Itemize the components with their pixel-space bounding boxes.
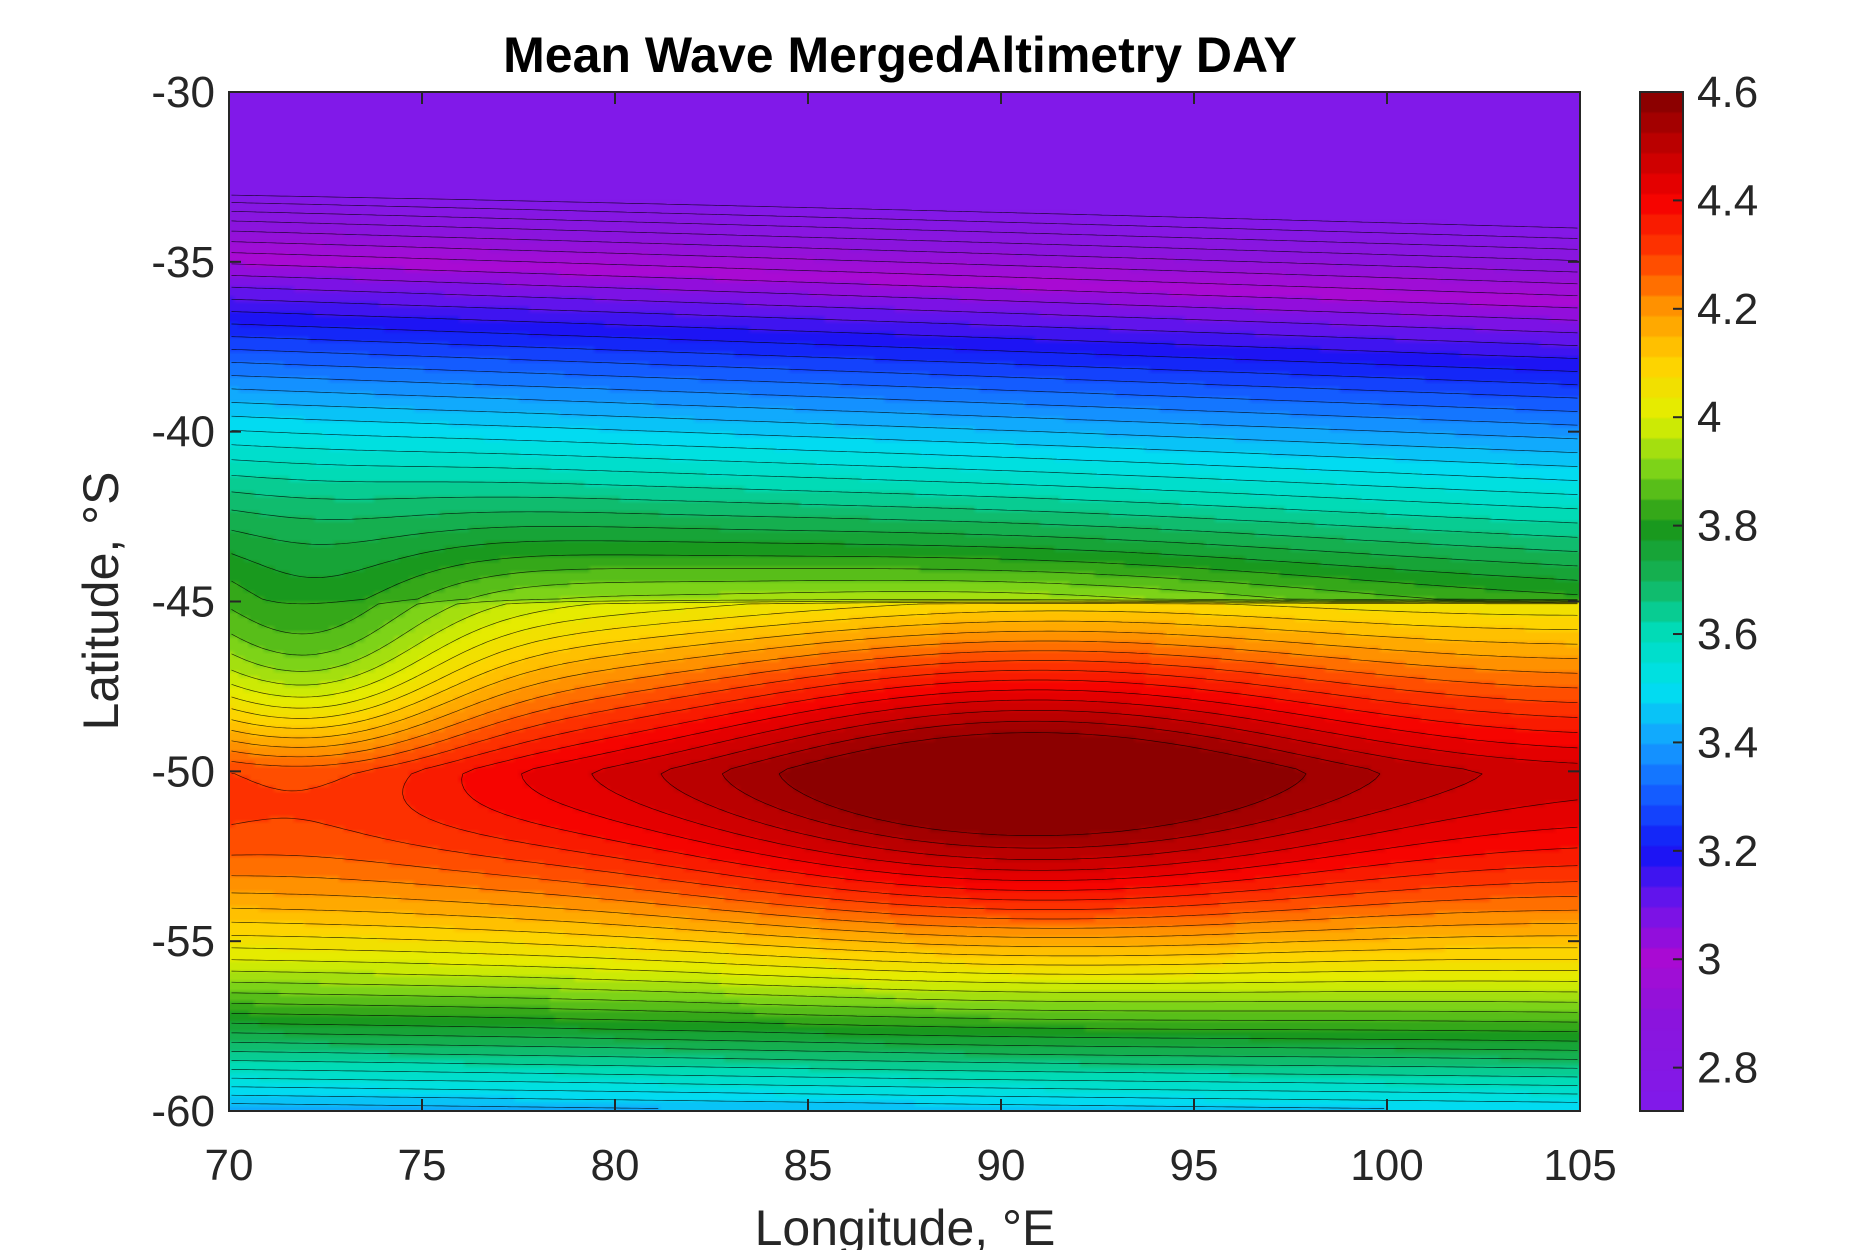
- y-tick-label: -40: [151, 408, 215, 457]
- x-tick-label: 105: [1543, 1141, 1616, 1190]
- x-axis: 70 75 80 85 90 95 100 105: [205, 92, 1617, 1190]
- colorbar-tick-label: 3: [1697, 935, 1721, 984]
- y-tick-label: -45: [151, 578, 215, 627]
- x-tick-label: 95: [1170, 1141, 1219, 1190]
- x-axis-title: Longitude, °E: [755, 1200, 1056, 1250]
- x-tick-label: 70: [205, 1141, 254, 1190]
- colorbar-tick-label: 3.2: [1697, 827, 1758, 876]
- x-tick-label: 100: [1350, 1141, 1423, 1190]
- y-tick-label: -35: [151, 238, 215, 287]
- plot-area: [229, 92, 1580, 1111]
- contour-line-set: [231, 194, 1578, 1109]
- colorbar: 2.8 3 3.2 3.4 3.6 3.8 4 4.2 4.4 4.6: [1639, 68, 1758, 1112]
- y-tick-label: -30: [151, 68, 215, 117]
- colorbar-frame: [1639, 91, 1684, 1112]
- y-tick-label: -50: [151, 747, 215, 796]
- y-tick-label: -55: [151, 917, 215, 966]
- colorbar-tick-label: 2.8: [1697, 1044, 1758, 1093]
- colorbar-tick-label: 3.4: [1697, 718, 1758, 767]
- colorbar-tick-label: 4.4: [1697, 176, 1758, 225]
- x-tick-label: 85: [784, 1141, 833, 1190]
- colorbar-tick-label: 4.6: [1697, 68, 1758, 117]
- colorbar-ticks: 2.8 3 3.2 3.4 3.6 3.8 4 4.2 4.4 4.6: [1673, 68, 1758, 1093]
- colorbar-tick-label: 3.8: [1697, 502, 1758, 551]
- x-tick-label: 90: [977, 1141, 1026, 1190]
- colorbar-tick-label: 4.2: [1697, 285, 1758, 334]
- y-axis-title: Latitude, °S: [73, 471, 129, 730]
- contour-lines: [231, 194, 1578, 1109]
- x-tick-label: 80: [591, 1141, 640, 1190]
- y-tick-label: -60: [151, 1087, 215, 1136]
- y-axis: -30 -35 -40 -45 -50 -55 -60: [151, 68, 1580, 1136]
- colorbar-tick-label: 4: [1697, 393, 1721, 442]
- x-tick-label: 75: [398, 1141, 447, 1190]
- colorbar-tick-label: 3.6: [1697, 610, 1758, 659]
- colorbar-gradient: [1640, 92, 1683, 1111]
- chart-title: Mean Wave MergedAltimetry DAY: [503, 27, 1297, 83]
